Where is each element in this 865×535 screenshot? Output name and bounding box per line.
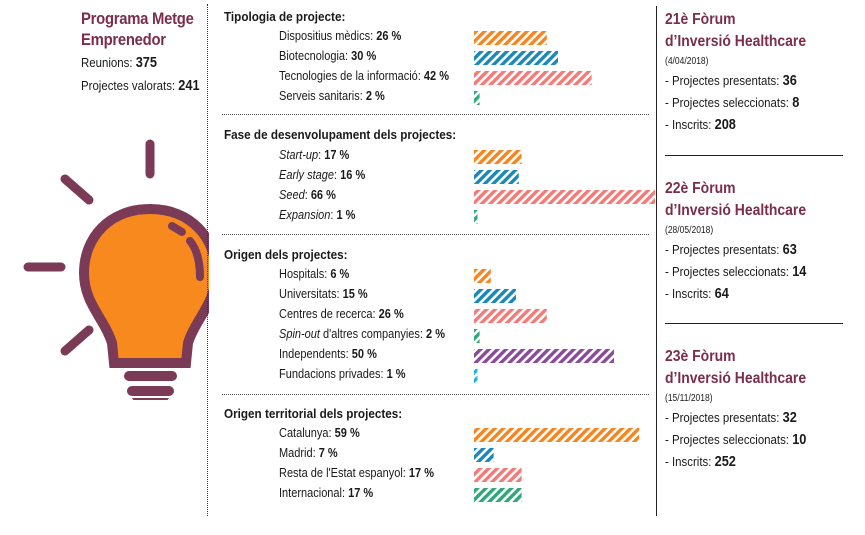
row-label: Spin-out d'altres companyies: 2 % (279, 327, 445, 341)
forum-date: (4/04/2018) (665, 56, 709, 67)
bar-2-4 (474, 349, 614, 363)
forum-seleccionats: - Projectes seleccionats: 8 (665, 95, 800, 111)
bar-chart (474, 31, 655, 502)
forum-title: 22è Fòrum d’Inversió Healthcare (665, 180, 807, 219)
reunions-value: 375 (135, 55, 158, 71)
bar-3-0 (474, 428, 640, 442)
forum-seleccionats: - Projectes seleccionats: 10 (665, 432, 807, 448)
forum-presentats: - Projectes presentats: 32 (665, 410, 797, 426)
program-title-line1: Programa Metge (81, 10, 194, 28)
ray-upper-left (60, 174, 94, 205)
program-panel: Programa Metge Emprenedor Reunions: 375 … (0, 0, 209, 535)
divider-dotted-left (207, 4, 208, 516)
bulb-glass (78, 203, 209, 368)
forum-title: 21è Fòrum d’Inversió Healthcare (665, 11, 807, 50)
bar-3-1 (474, 448, 494, 462)
valorats-value: 241 (178, 78, 200, 94)
forum-date: (28/05/2018) (665, 225, 714, 236)
separator (222, 234, 649, 235)
forum-separator (665, 155, 843, 156)
bar-1-3 (474, 210, 478, 224)
program-title-line2: Emprenedor (81, 31, 166, 49)
forum-card-21: 21è Fòrum d’Inversió Healthcare (4/04/201… (665, 9, 850, 133)
lightbulb-icon (23, 139, 209, 400)
divider-solid-right (656, 6, 657, 516)
forum-presentats: - Projectes presentats: 36 (665, 73, 797, 89)
row-label: Independents: 50 % (279, 347, 377, 361)
program-title: Programa Metge Emprenedor (81, 9, 194, 51)
row-label: Resta de l'Estat espanyol: 17 % (279, 466, 434, 480)
forum-inscrits: - Inscrits: 208 (665, 117, 736, 133)
section-title-territorial: Origen territorial dels projectes: (224, 406, 403, 421)
forum-title: 23è Fòrum d’Inversió Healthcare (665, 348, 807, 387)
row-label: Biotecnologia: 30 % (279, 49, 377, 63)
row-label: Internacional: 17 % (279, 486, 374, 500)
valorats-label: Projectes valorats: (81, 78, 176, 93)
row-label: Dispositius mèdics: 26 % (279, 29, 402, 43)
forum-card-22: 22è Fòrum d’Inversió Healthcare (28/05/20… (665, 178, 850, 302)
forum-inscrits: - Inscrits: 64 (665, 286, 729, 302)
row-label: Hospitals: 6 % (279, 267, 350, 281)
forum-separator (665, 323, 843, 324)
forum-seleccionats: - Projectes seleccionats: 14 (665, 264, 807, 280)
bar-2-3 (474, 329, 480, 343)
reunions-stat: Reunions: 375 (81, 55, 157, 71)
highlight-1 (168, 222, 186, 236)
bulb-base-tip (132, 398, 169, 400)
bar-0-3 (474, 91, 480, 105)
bar-1-2 (474, 190, 655, 204)
projectes-valorats-stat: Projectes valorats: 241 (81, 78, 200, 94)
forum-card-23: 23è Fòrum d’Inversió Healthcare (15/11/20… (665, 346, 850, 470)
forum-date: (15/11/2018) (665, 393, 713, 404)
section-title-tipologia: Tipologia de projecte: (224, 9, 346, 24)
row-label: Catalunya: 59 % (279, 426, 360, 440)
separator (222, 114, 649, 115)
ray-lower-left (60, 325, 94, 356)
bar-3-3 (474, 488, 522, 502)
bar-3-2 (474, 468, 522, 482)
bar-0-1 (474, 51, 558, 65)
reunions-label: Reunions: (81, 55, 133, 70)
bar-0-0 (474, 31, 547, 45)
bar-2-1 (474, 289, 516, 303)
row-label: Serveis sanitaris: 2 % (279, 89, 385, 103)
row-label: Madrid: 7 % (279, 446, 338, 460)
bar-2-2 (474, 309, 547, 323)
row-label: Centres de recerca: 26 % (279, 307, 404, 321)
bar-0-2 (474, 71, 592, 85)
section-title-origen: Origen dels projectes: (224, 247, 348, 262)
row-label: Universitats: 15 % (279, 287, 368, 301)
charts-panel: Tipologia de projecte: Dispositius mèdic… (208, 0, 655, 535)
section-title-fase: Fase de desenvolupament dels projectes: (224, 127, 457, 142)
row-label: Expansion: 1 % (279, 208, 356, 222)
bar-1-1 (474, 170, 519, 184)
bar-2-5 (474, 369, 478, 383)
forum-inscrits: - Inscrits: 252 (665, 454, 736, 470)
forum-presentats: - Projectes presentats: 63 (665, 242, 797, 258)
row-label: Tecnologies de la informació: 42 % (279, 69, 450, 83)
row-label: Start-up: 17 % (279, 148, 350, 162)
row-label: Early stage: 16 % (279, 168, 366, 182)
row-label: Fundacions privades: 1 % (279, 367, 406, 381)
highlight-2 (186, 237, 204, 281)
separator (222, 394, 649, 395)
bar-2-0 (474, 269, 491, 283)
row-label: Seed: 66 % (279, 188, 336, 202)
bar-1-0 (474, 150, 522, 164)
